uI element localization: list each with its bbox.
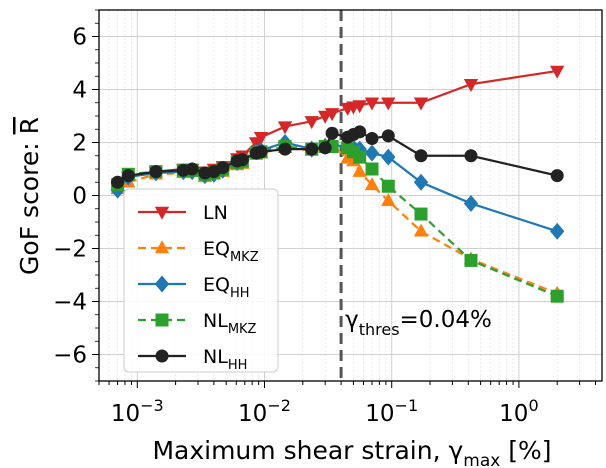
legend-label: EQHH xyxy=(203,274,250,301)
y-tick-label: 2 xyxy=(72,131,87,157)
data-point xyxy=(305,142,319,156)
data-point xyxy=(278,142,292,156)
data-point xyxy=(550,169,564,183)
data-point xyxy=(318,141,332,155)
data-point xyxy=(381,179,395,193)
y-tick-label: −2 xyxy=(53,237,87,263)
x-tick-label: 100 xyxy=(499,396,538,427)
data-point xyxy=(155,313,169,327)
legend: LN EQMKZ EQHH NLMKZ NLHH xyxy=(123,188,279,373)
legend-label: LN xyxy=(203,202,228,224)
data-point xyxy=(413,97,429,111)
data-point xyxy=(365,162,379,176)
series-layer xyxy=(110,65,565,303)
data-point xyxy=(254,145,268,159)
data-point xyxy=(353,125,367,139)
y-tick-label: 6 xyxy=(72,25,87,51)
data-point xyxy=(381,97,396,111)
data-point xyxy=(414,149,428,163)
data-point xyxy=(463,79,479,92)
data-point xyxy=(154,275,170,293)
data-point xyxy=(414,207,428,221)
legend-label: NLMKZ xyxy=(203,310,257,337)
legend-label: EQMKZ xyxy=(203,238,259,265)
data-point xyxy=(121,169,135,183)
data-point xyxy=(550,222,565,240)
data-point xyxy=(413,173,429,191)
data-point xyxy=(381,193,396,206)
series-nlhh xyxy=(111,125,564,189)
axis-ticks: 10−3 10−2 10−1 100 −6 −4 −2 0 2 4 6 xyxy=(53,9,596,427)
data-point xyxy=(277,121,293,135)
y-tick-label: −6 xyxy=(53,343,87,369)
threshold-annotation: γthres=0.04% xyxy=(345,307,492,339)
data-point xyxy=(353,150,367,164)
y-tick-label: 4 xyxy=(72,78,87,104)
data-point xyxy=(365,132,379,146)
data-point xyxy=(324,108,340,122)
data-point xyxy=(154,206,170,220)
data-point xyxy=(381,148,396,166)
y-tick-label: −4 xyxy=(53,290,87,316)
data-point xyxy=(253,132,269,145)
data-point xyxy=(463,195,479,212)
data-point xyxy=(352,163,367,177)
legend-box xyxy=(123,188,279,373)
data-point xyxy=(364,97,380,111)
data-point xyxy=(149,165,163,179)
data-point xyxy=(185,162,199,176)
data-point xyxy=(154,240,170,254)
data-point xyxy=(464,149,478,163)
x-tick-label: 10−3 xyxy=(111,396,164,427)
data-point xyxy=(550,289,564,303)
x-tick-label: 10−2 xyxy=(238,396,291,427)
data-point xyxy=(325,126,339,140)
y-axis-title: GoF score: R xyxy=(15,117,44,275)
data-point xyxy=(111,175,125,189)
data-point xyxy=(413,223,429,237)
data-point xyxy=(304,116,319,130)
y-tick-label: 0 xyxy=(72,184,87,210)
data-point xyxy=(235,153,249,167)
data-point xyxy=(352,100,367,114)
data-point xyxy=(381,129,395,143)
data-point xyxy=(155,349,169,363)
legend-label: NLHH xyxy=(203,346,247,373)
data-point xyxy=(364,177,380,191)
x-axis-title: Maximum shear strain, γmax [%] xyxy=(152,436,551,468)
data-point xyxy=(364,144,380,162)
data-point xyxy=(216,161,230,175)
data-point xyxy=(464,253,478,267)
data-point xyxy=(550,65,565,79)
x-tick-label: 10−1 xyxy=(365,396,418,427)
